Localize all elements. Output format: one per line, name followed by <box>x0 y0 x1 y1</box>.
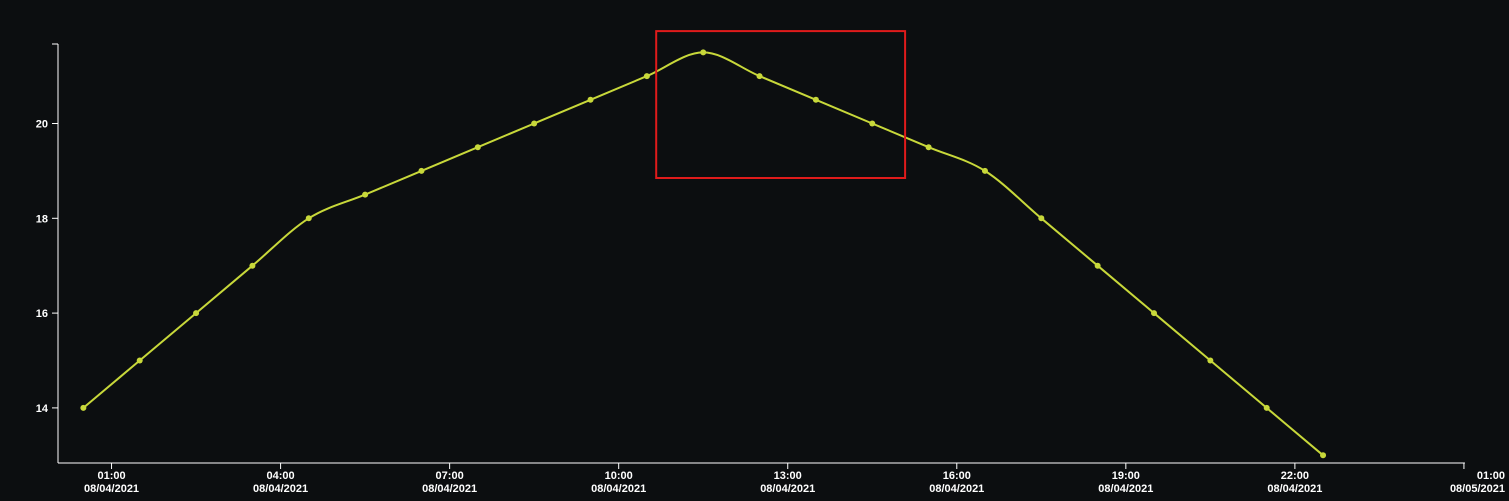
data-point <box>1038 215 1045 222</box>
x-tick-date-label: 08/04/2021 <box>1098 483 1153 495</box>
data-point <box>531 120 538 127</box>
x-tick-time-label: 10:00 <box>605 470 633 482</box>
selection-overlay[interactable] <box>655 30 907 179</box>
data-point <box>193 310 200 317</box>
y-axis: 14 16 18 20 <box>36 43 59 463</box>
x-tick-date-label: 08/04/2021 <box>591 483 646 495</box>
y-tick-label: 14 <box>36 403 49 415</box>
data-point <box>1320 452 1327 459</box>
x-tick-date-label: 08/04/2021 <box>929 483 984 495</box>
y-tick-label: 20 <box>36 119 48 131</box>
selection-rectangle[interactable] <box>655 30 907 179</box>
x-tick-date-label: 08/04/2021 <box>253 483 308 495</box>
data-point <box>587 96 594 103</box>
x-tick-date-label: 08/04/2021 <box>84 483 139 495</box>
x-tick-date-label: 08/04/2021 <box>760 483 815 495</box>
data-point <box>80 404 87 411</box>
data-point <box>1151 310 1158 317</box>
data-point <box>643 73 650 80</box>
x-tick-time-label: 01:00 <box>1477 470 1505 482</box>
x-tick-date-label: 08/04/2021 <box>1267 483 1322 495</box>
x-tick-time-label: 16:00 <box>943 470 971 482</box>
x-tick-date-label: 08/05/2021 <box>1450 483 1505 495</box>
data-point <box>869 120 876 127</box>
data-point <box>756 73 763 80</box>
data-point <box>249 262 256 269</box>
x-tick-time-label: 04:00 <box>267 470 295 482</box>
data-point <box>418 167 425 174</box>
data-point <box>305 215 312 222</box>
data-point <box>812 96 819 103</box>
x-axis: 01:0008/04/202104:0008/04/202107:0008/04… <box>58 462 1505 495</box>
x-tick-time-label: 19:00 <box>1112 470 1140 482</box>
data-point <box>700 49 707 56</box>
data-point <box>1207 357 1214 364</box>
x-tick-date-label: 08/04/2021 <box>422 483 477 495</box>
data-point <box>1263 404 1270 411</box>
data-point <box>474 144 481 151</box>
x-tick-time-label: 07:00 <box>436 470 464 482</box>
data-point <box>925 144 932 151</box>
y-tick-label: 18 <box>36 213 48 225</box>
plot-area <box>80 49 1327 459</box>
y-tick-label: 16 <box>36 308 48 320</box>
x-tick-time-label: 13:00 <box>774 470 802 482</box>
data-point <box>136 357 143 364</box>
data-point <box>362 191 369 198</box>
data-point <box>981 167 988 174</box>
x-tick-time-label: 22:00 <box>1281 470 1309 482</box>
data-point <box>1094 262 1101 269</box>
x-tick-time-label: 01:00 <box>97 470 125 482</box>
